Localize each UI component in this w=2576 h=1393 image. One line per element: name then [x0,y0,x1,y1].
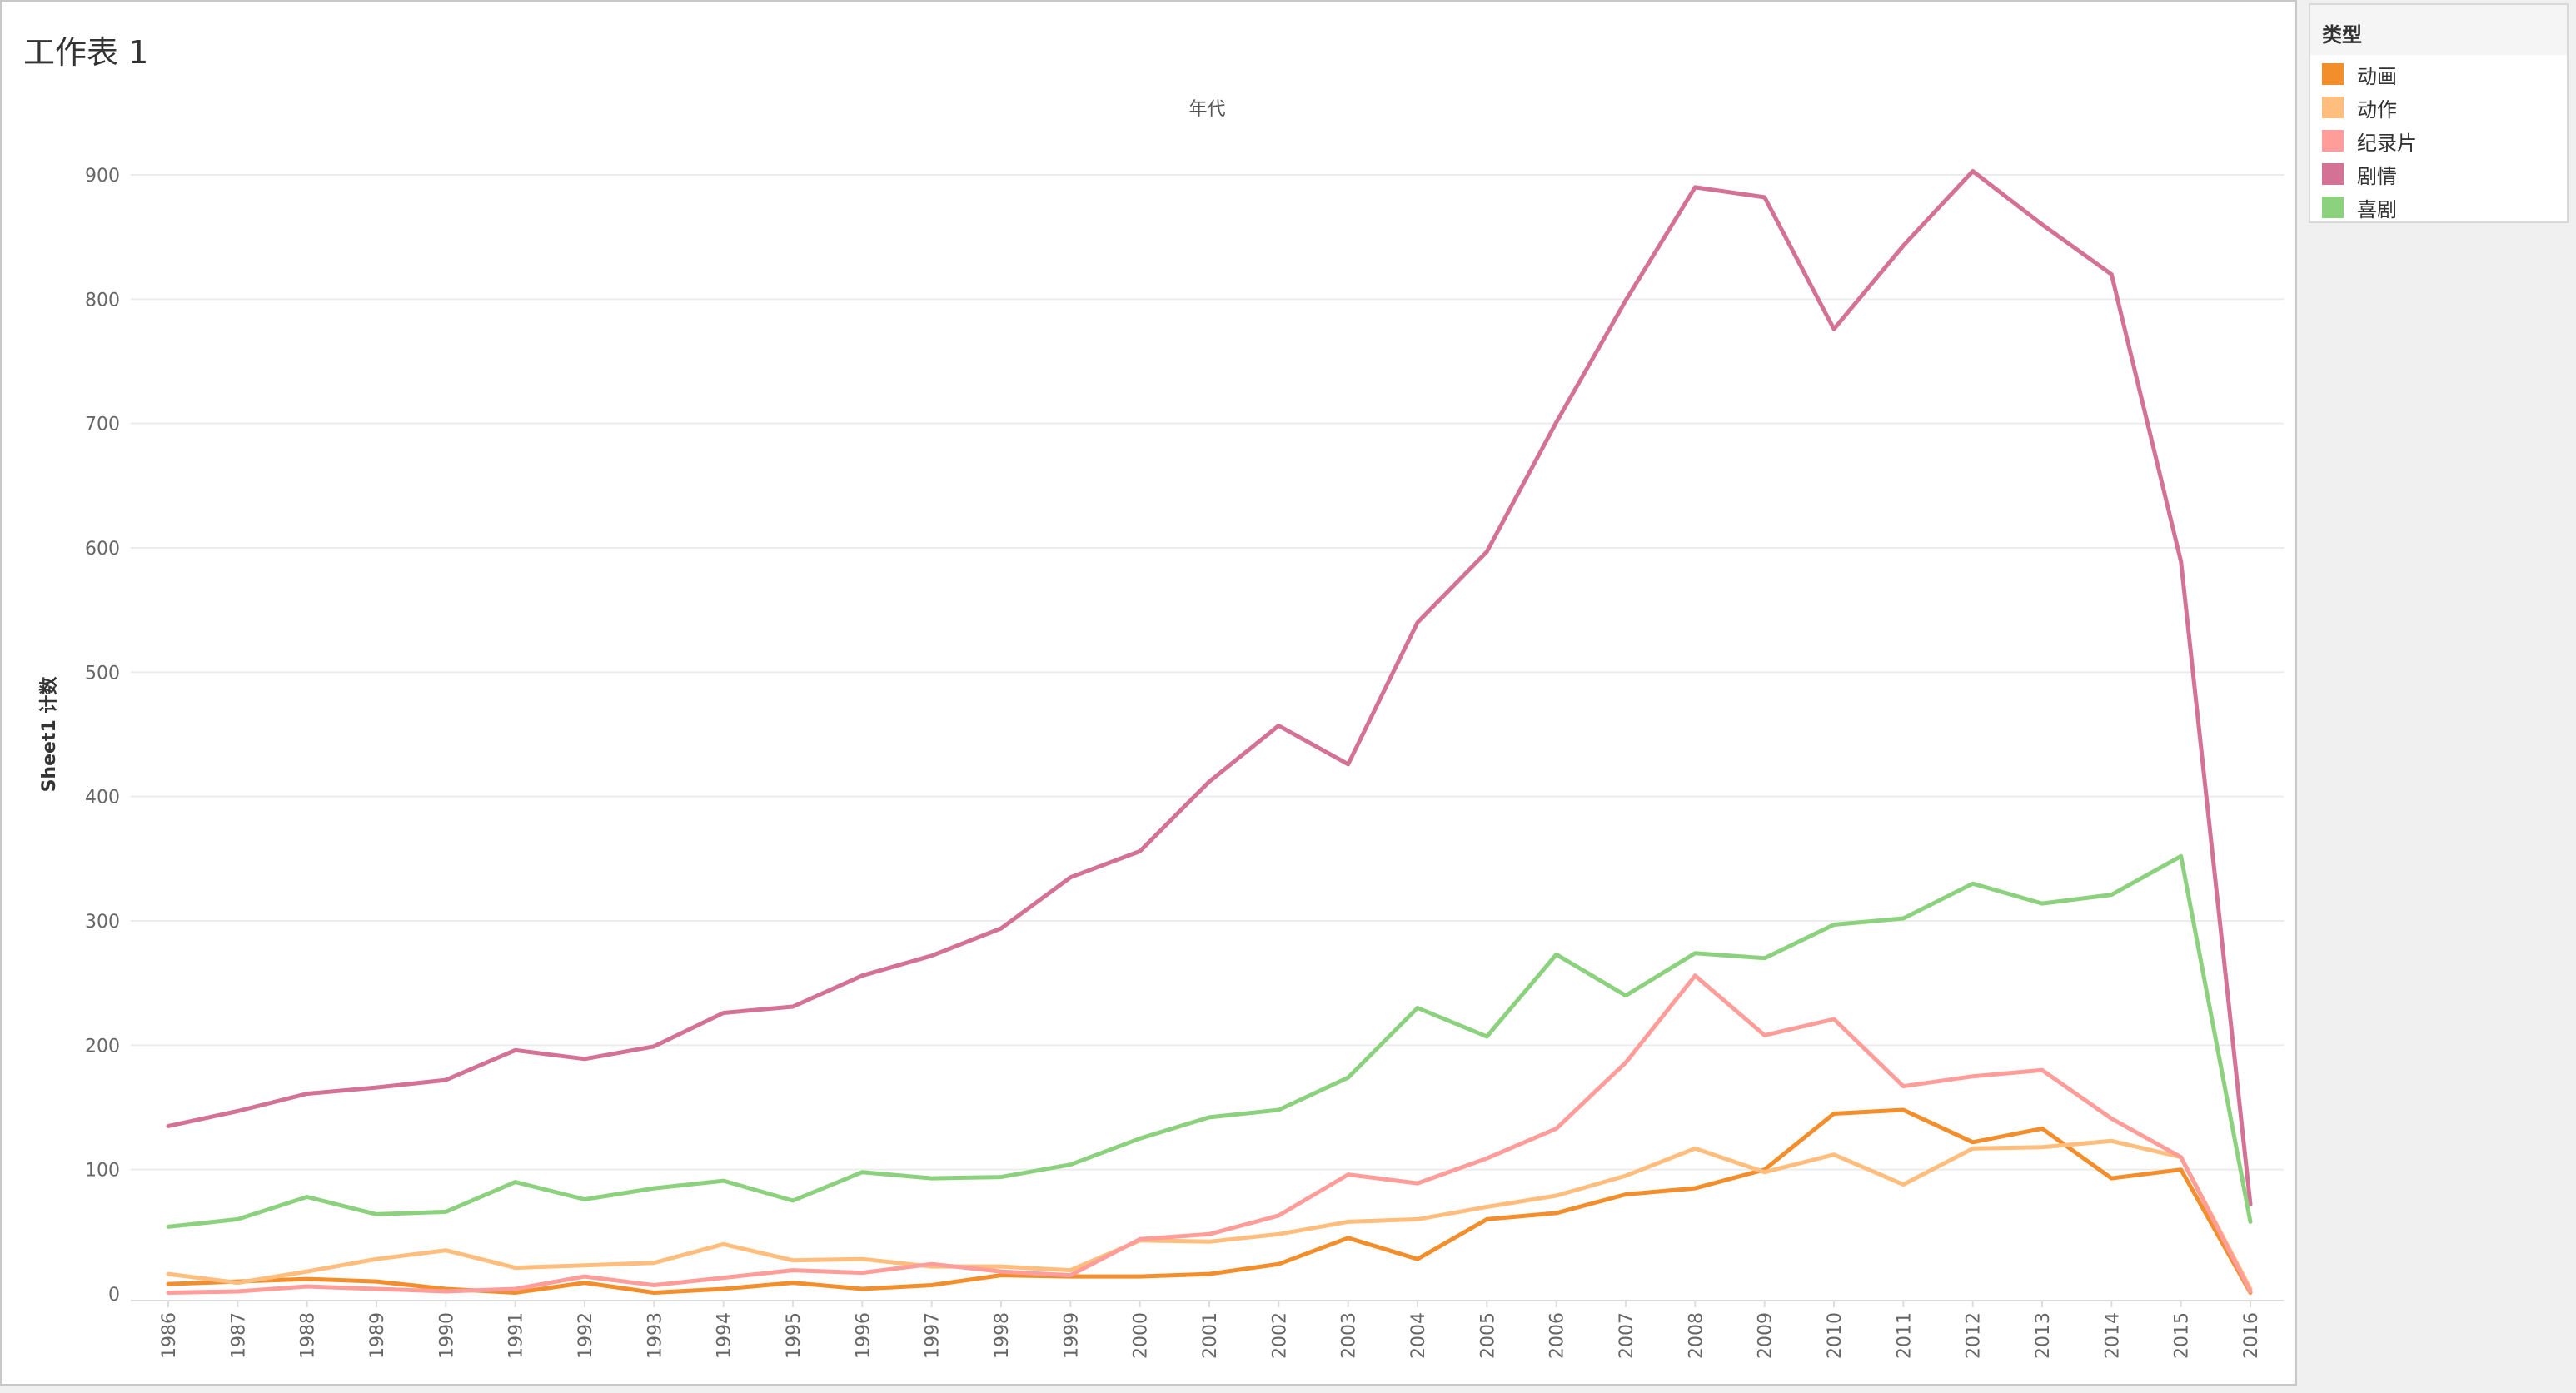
series-line-动作 [166,1138,2253,1291]
x-tick-label: 2011 [1894,1312,1915,1359]
chart-header-label: 年代 [1188,99,1225,120]
y-tick-label: 0 [108,1285,120,1306]
legend-item[interactable]: 动画 [2322,60,2397,88]
y-tick-label: 600 [85,539,120,560]
y-tick-label: 800 [85,290,120,311]
legend-swatch [2322,197,2344,218]
legend-swatch [2322,163,2344,185]
y-tick-label: 700 [85,415,120,435]
legend-label: 动作 [2357,97,2397,122]
series-line-喜剧 [166,853,2253,1229]
x-tick-label: 1987 [228,1312,249,1359]
x-tick-label: 2000 [1131,1312,1152,1359]
legend-label: 纪录片 [2357,131,2417,155]
x-tick-label: 1994 [715,1312,735,1359]
x-tick-label: 1986 [159,1312,180,1359]
legend-item[interactable]: 喜剧 [2322,193,2397,221]
legend-swatch [2322,97,2344,118]
x-tick-label: 1991 [506,1312,527,1359]
y-tick-label: 300 [85,912,120,933]
x-tick-label: 1993 [645,1312,665,1359]
legend-header [2310,5,2567,55]
x-tick-label: 2010 [1825,1312,1846,1359]
series-line-纪录片 [166,973,2253,1295]
x-tick-label: 2006 [1547,1312,1568,1359]
legend-title: 类型 [2322,23,2362,47]
x-tick-label: 2002 [1269,1312,1290,1359]
legend-item[interactable]: 剧情 [2322,160,2397,188]
legend-item[interactable]: 动作 [2322,93,2397,122]
x-tick-label: 2015 [2172,1312,2193,1359]
x-tick-label: 2012 [1964,1312,1985,1359]
series-line-剧情 [166,169,2253,1206]
x-tick-label: 2001 [1200,1312,1221,1359]
legend-swatch [2322,130,2344,152]
x-tick-label: 2005 [1477,1312,1498,1359]
line-chart: 年代 0 100 200 300 400 500 600 700 800 900 Sheet1 计数 1… [38,99,2284,1359]
x-tick-label: 2016 [2241,1312,2262,1359]
x-tick-label: 1992 [575,1312,596,1359]
legend-swatch [2322,63,2344,85]
x-tick-label: 1988 [298,1312,319,1359]
legend-item[interactable]: 纪录片 [2322,127,2417,155]
y-tick-label: 400 [85,788,120,808]
x-tick-label: 2004 [1408,1312,1429,1359]
x-tick-label: 2007 [1617,1312,1637,1359]
x-tick-label: 2009 [1756,1312,1776,1359]
x-tick-label: 1989 [367,1312,388,1359]
sheet-title: 工作表 1 [23,34,149,71]
legend-label: 喜剧 [2357,197,2397,221]
legend-label: 动画 [2357,64,2397,88]
y-axis-title: Sheet1 计数 [38,676,60,793]
x-tick-label: 1990 [436,1312,457,1359]
legend-label: 剧情 [2357,164,2397,188]
x-tick-label: 1997 [923,1312,944,1359]
y-tick-label: 900 [85,166,120,187]
x-tick-label: 1998 [992,1312,1013,1359]
y-tick-label: 500 [85,663,120,684]
y-tick-label: 200 [85,1036,120,1057]
series-line-动画 [166,1107,2253,1295]
x-tick-label: 2003 [1339,1312,1360,1359]
legend-panel: 类型 动画动作纪录片剧情喜剧 [2309,3,2569,223]
x-tick-label: 1996 [853,1312,874,1359]
x-tick-label: 2014 [2102,1312,2123,1359]
x-tick-label: 1999 [1061,1312,1082,1359]
worksheet-panel: 工作表 1 年代 0 100 200 300 400 500 600 700 800 900 Shee… [0,0,2297,1386]
x-tick-label: 2008 [1686,1312,1707,1359]
x-tick-label: 1995 [784,1312,805,1359]
y-tick-label: 100 [85,1161,120,1182]
x-tick-label: 2013 [2033,1312,2054,1359]
